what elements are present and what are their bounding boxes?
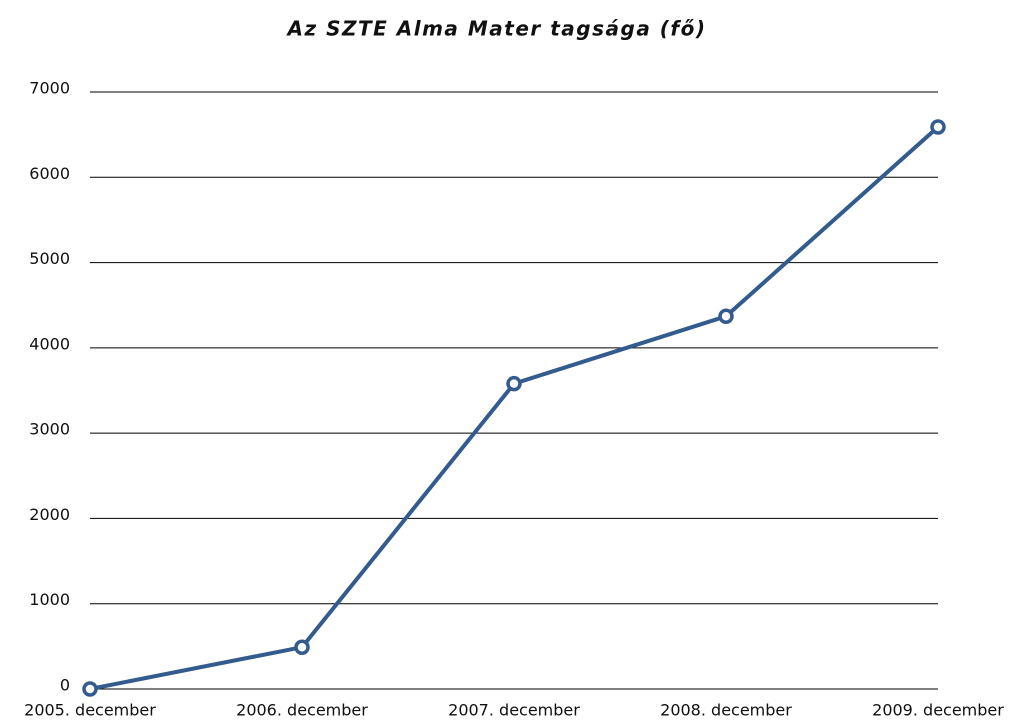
y-tick-label: 5000 [29,249,70,268]
x-tick-label: 2009. december [872,701,1004,720]
y-tick-label: 1000 [29,590,70,609]
y-tick-label: 7000 [29,79,70,98]
data-point [718,308,734,325]
chart-title: Az SZTE Alma Mater tagsága (fő) [285,17,706,41]
x-tick-label: 2006. december [236,701,368,720]
data-line [89,125,940,691]
x-tick-label: 2005. december [24,701,156,720]
data-point [294,639,310,655]
x-tick-label: 2007. december [448,701,580,720]
y-tick-label: 3000 [29,420,70,439]
y-tick-label: 2000 [29,505,70,524]
y-tick-label: 4000 [29,334,70,353]
y-tick-label: 0 [60,676,70,695]
data-point [506,375,522,392]
x-tick-label: 2008. december [660,701,792,720]
data-point [930,119,946,135]
data-point [82,681,98,697]
y-tick-label: 6000 [29,164,70,183]
